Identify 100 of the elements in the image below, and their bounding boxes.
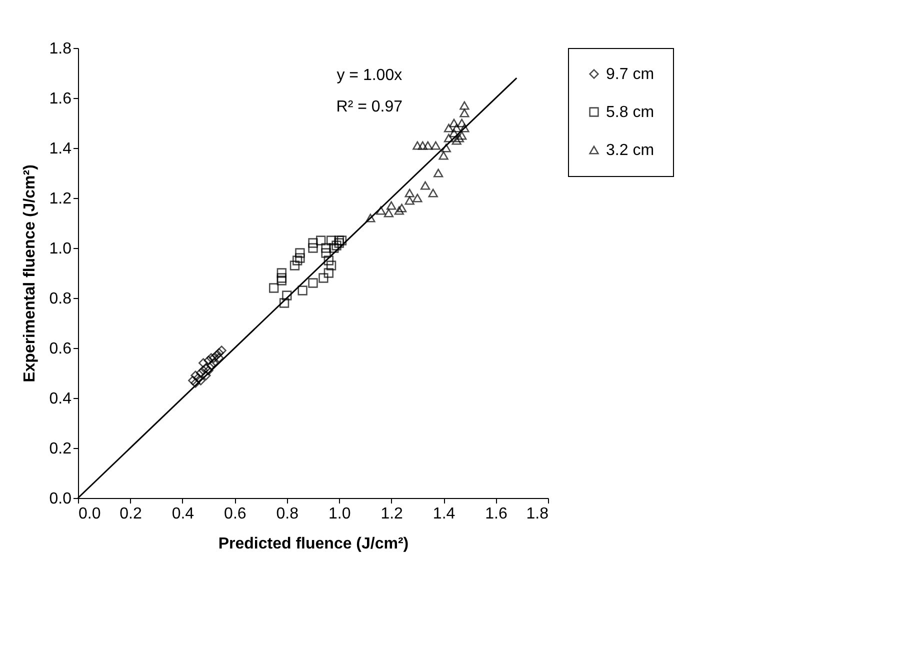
- point: [336, 236, 347, 246]
- point: [269, 283, 279, 293]
- point: [298, 286, 308, 296]
- point: [452, 124, 462, 132]
- x-axis-title: Predicted fluence (J/cm²): [218, 536, 409, 552]
- point: [316, 236, 326, 246]
- point: [454, 134, 464, 142]
- point: [201, 363, 211, 373]
- y-tick-label: 0.4: [49, 390, 72, 408]
- point: [208, 353, 219, 363]
- x-tick-label: 0.2: [120, 506, 142, 522]
- point: [276, 268, 286, 278]
- point: [457, 118, 467, 128]
- point: [326, 236, 336, 246]
- y-tick-label: 1.2: [49, 190, 72, 208]
- point: [196, 376, 206, 386]
- x-tick-label: 1.0: [328, 506, 351, 522]
- point: [292, 256, 302, 266]
- point: [441, 144, 451, 152]
- point: [444, 124, 454, 132]
- y-tick-label: 1.6: [49, 90, 72, 108]
- point: [444, 134, 454, 142]
- point: [198, 358, 208, 368]
- x-tick-label: 1.6: [485, 506, 508, 522]
- legend-label: 5.8 cm: [606, 104, 654, 121]
- y-tick-label: 1.0: [49, 240, 72, 258]
- point: [394, 206, 404, 215]
- point: [334, 236, 344, 246]
- point: [318, 273, 328, 283]
- point: [438, 151, 448, 160]
- point: [396, 204, 407, 212]
- point: [460, 124, 470, 132]
- point: [423, 141, 433, 150]
- point: [204, 366, 214, 376]
- y-tick-label: 1.4: [49, 140, 72, 158]
- point: [196, 368, 206, 378]
- point: [449, 128, 459, 138]
- point: [412, 141, 422, 150]
- x-tick-label: 1.4: [432, 506, 456, 522]
- x-tick-label: 0.0: [78, 506, 101, 522]
- x-tick-label: 1.8: [526, 506, 549, 522]
- point: [386, 201, 396, 210]
- x-tick-label: 0.4: [172, 506, 194, 522]
- point: [428, 188, 438, 198]
- point: [366, 214, 376, 222]
- point: [321, 248, 331, 258]
- point: [206, 353, 216, 363]
- annotation: R² = 0.97: [336, 98, 403, 116]
- point: [201, 370, 211, 380]
- point: [276, 276, 286, 286]
- y-tick-label: 0.0: [49, 490, 72, 508]
- point: [332, 240, 342, 250]
- point: [334, 238, 344, 248]
- legend-label: 9.7 cm: [606, 66, 654, 83]
- point: [216, 346, 226, 356]
- point: [214, 348, 224, 358]
- point: [420, 181, 430, 190]
- point: [308, 243, 318, 253]
- y-axis-title: Experimental fluence (J/cm²): [21, 164, 38, 382]
- point: [404, 196, 414, 205]
- point: [329, 243, 339, 253]
- point: [190, 370, 200, 380]
- x-tick-label: 0.6: [224, 506, 246, 522]
- point: [452, 136, 462, 145]
- point: [321, 243, 331, 253]
- point: [418, 141, 428, 150]
- point: [460, 101, 470, 110]
- y-tick-label: 1.8: [49, 40, 72, 58]
- y-tick-label: 0.6: [49, 340, 72, 358]
- x-tick-label: 0.8: [276, 506, 299, 522]
- point: [188, 376, 198, 386]
- point: [326, 260, 336, 270]
- point: [404, 188, 414, 198]
- y-tick-label: 0.2: [49, 440, 72, 458]
- point: [457, 131, 467, 140]
- point: [308, 238, 318, 248]
- point: [412, 194, 422, 202]
- point: [430, 141, 441, 150]
- y-tick-label: 0.8: [49, 290, 72, 308]
- point: [434, 168, 444, 178]
- point: [295, 248, 305, 258]
- point: [214, 353, 224, 363]
- point: [324, 268, 334, 278]
- point: [208, 358, 219, 368]
- point: [295, 253, 305, 263]
- point: [193, 373, 203, 383]
- point: [290, 260, 300, 270]
- point: [198, 366, 208, 376]
- point: [212, 350, 222, 360]
- point: [282, 290, 292, 300]
- point: [204, 356, 214, 366]
- point: [279, 298, 290, 308]
- x-tick-label: 1.2: [380, 506, 404, 522]
- point: [376, 206, 386, 215]
- point: [384, 208, 394, 218]
- point: [206, 360, 216, 370]
- point: [308, 278, 318, 288]
- point: [324, 256, 334, 266]
- legend-label: 3.2 cm: [606, 142, 654, 159]
- annotation: y = 1.00x: [336, 67, 402, 84]
